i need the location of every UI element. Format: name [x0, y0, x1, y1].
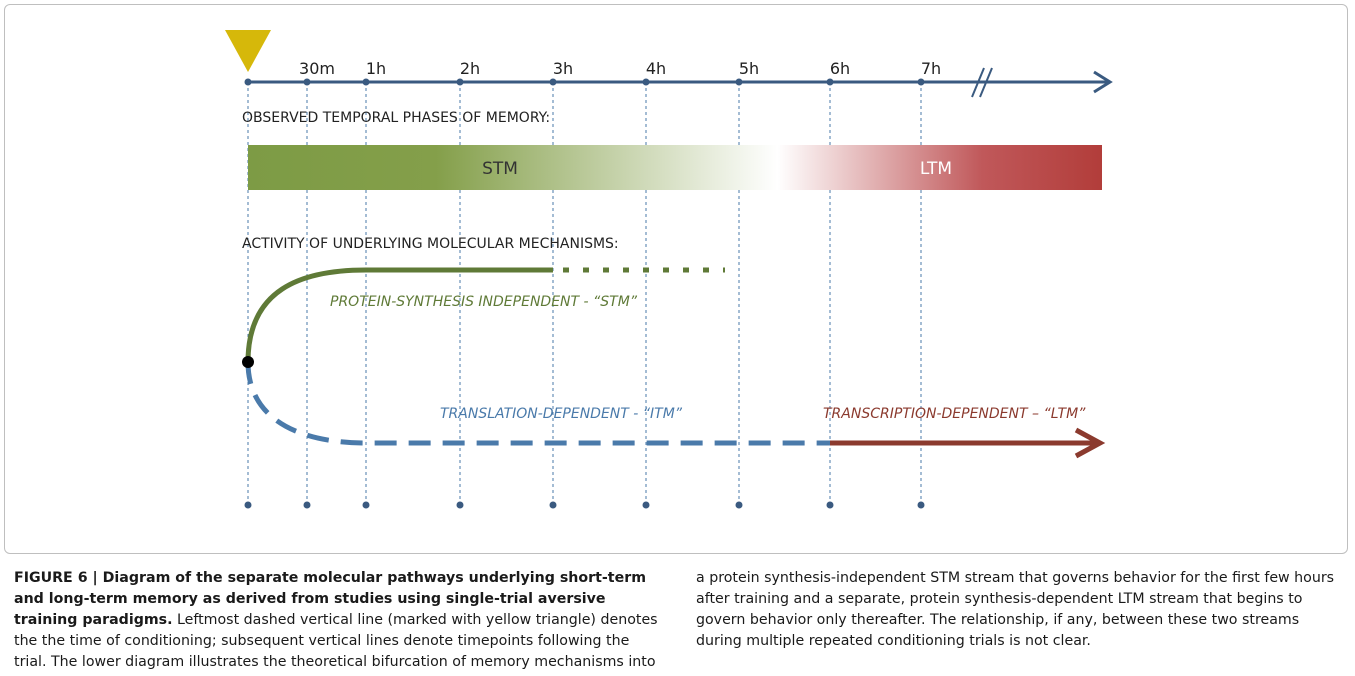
time-tick-label: 6h — [830, 59, 850, 78]
axis-dot — [362, 78, 370, 86]
bottom-dot — [917, 501, 925, 509]
bottom-dot — [362, 501, 370, 509]
ltm-arrowhead — [1074, 427, 1106, 459]
diagram: 30m 1h 2h 3h 4h 5h 6h 7h OBSERVED TEMPORAL PHAS… — [225, 30, 1113, 509]
axis-dot — [735, 78, 743, 86]
axis-dot — [456, 78, 464, 86]
time-tick-label: 3h — [553, 59, 573, 78]
mechanisms-heading: ACTIVITY OF UNDERLYING MOLECULAR MECHANI… — [242, 236, 619, 252]
conditioning-marker — [225, 30, 271, 72]
bifurcation-point — [242, 356, 254, 368]
bottom-dot — [456, 501, 464, 509]
time-tick-label: 1h — [366, 59, 386, 78]
phases-heading: OBSERVED TEMPORAL PHASES OF MEMORY: — [242, 110, 550, 126]
itm-pathway-label: TRANSLATION-DEPENDENT - “ITM” — [440, 406, 683, 422]
time-tick-label: 30m — [299, 59, 335, 78]
phase-bar — [248, 145, 1102, 190]
itm-pathway — [245, 361, 830, 446]
axis-dot — [642, 78, 650, 86]
bottom-dot — [642, 501, 650, 509]
axis-break — [971, 67, 985, 98]
bottom-dot — [826, 501, 834, 509]
axis-break — [979, 67, 993, 98]
caption-title: FIGURE 6 | Diagram of the separate molec… — [14, 570, 646, 628]
stm-pathway — [245, 267, 553, 363]
time-tick-label: 2h — [460, 59, 480, 78]
figure-frame — [4, 4, 1348, 554]
stm-label: STM — [482, 159, 518, 179]
axis-arrowhead — [1093, 70, 1113, 94]
bottom-dot — [244, 501, 252, 509]
time-tick-label: 4h — [646, 59, 666, 78]
caption-text: Leftmost dashed vertical line (marked wi… — [14, 570, 1335, 670]
axis-dot — [303, 78, 311, 86]
axis-dot — [826, 78, 834, 86]
ltm-pathway-label: TRANSCRIPTION-DEPENDENT – “LTM” — [823, 406, 1086, 422]
axis-dot — [917, 78, 925, 86]
stm-pathway-label: PROTEIN-SYNTHESIS INDEPENDENT - “STM” — [330, 294, 638, 310]
bottom-dot — [735, 501, 743, 509]
bottom-dot — [549, 501, 557, 509]
axis-dot — [549, 78, 557, 86]
time-tick-label: 7h — [921, 59, 941, 78]
ltm-label: LTM — [920, 159, 952, 179]
caption: FIGURE 6 | Diagram of the separate molec… — [14, 568, 1340, 673]
bottom-dot — [303, 501, 311, 509]
time-tick-label: 5h — [739, 59, 759, 78]
axis-dot — [244, 78, 252, 86]
